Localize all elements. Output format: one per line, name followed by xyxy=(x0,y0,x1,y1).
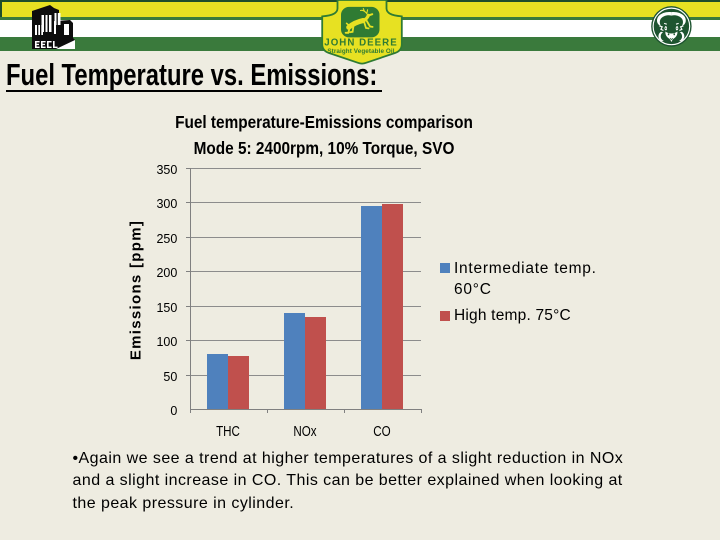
svg-text:JOHN DEERE: JOHN DEERE xyxy=(324,38,397,49)
svg-text:Straight Vegetable Oil: Straight Vegetable Oil xyxy=(327,48,394,55)
